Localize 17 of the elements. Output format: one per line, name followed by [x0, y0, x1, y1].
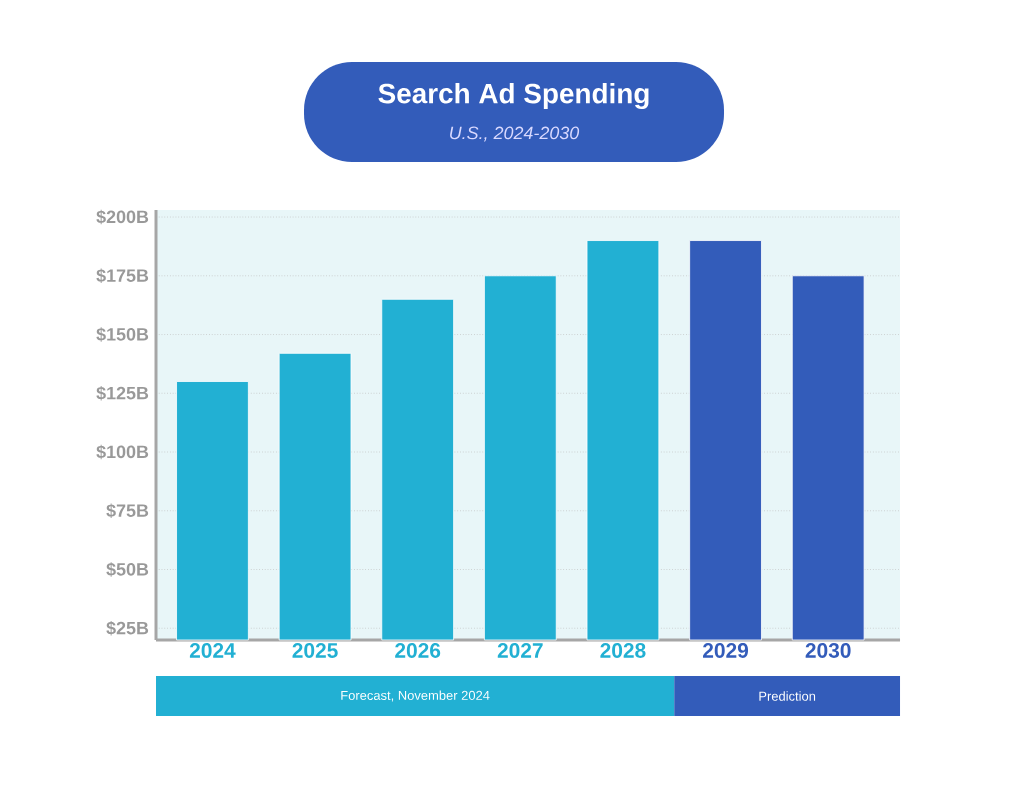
x-tick-label: 2025 [292, 643, 338, 658]
x-tick-label: 2027 [497, 643, 543, 658]
chart-title: Search Ad Spending [378, 82, 649, 110]
y-tick-label: $100B [96, 444, 149, 460]
x-tick-label: 2029 [703, 643, 749, 658]
x-tick-label: 2030 [805, 643, 851, 658]
x-tick-label: 2028 [600, 643, 646, 658]
x-tick-label: 2026 [395, 643, 441, 658]
x-tick-label: 2024 [189, 643, 236, 658]
y-tick-label: $75B [106, 503, 149, 519]
y-tick-label: $50B [106, 562, 149, 577]
y-tick-label: $150B [96, 327, 149, 342]
y-tick-label: $200B [96, 209, 149, 225]
chart-subtitle: U.S., 2024-2030 [450, 126, 580, 142]
y-tick-label: $125B [96, 385, 149, 401]
y-tick-label: $175B [96, 268, 149, 284]
y-tick-label: $25B [106, 620, 149, 636]
